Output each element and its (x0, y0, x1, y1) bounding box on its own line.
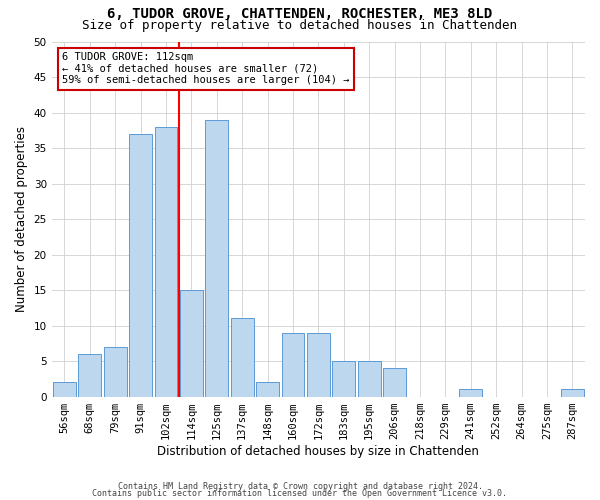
Bar (256, 382, 279, 396)
Bar (459, 390, 482, 396)
Y-axis label: Number of detached properties: Number of detached properties (15, 126, 28, 312)
Bar (104, 347, 127, 397)
Bar (231, 318, 254, 396)
Bar (205, 120, 228, 396)
Bar (129, 134, 152, 396)
Bar (155, 126, 178, 396)
Bar (383, 368, 406, 396)
Bar (180, 290, 203, 397)
Bar (358, 361, 380, 396)
Text: 6, TUDOR GROVE, CHATTENDEN, ROCHESTER, ME3 8LD: 6, TUDOR GROVE, CHATTENDEN, ROCHESTER, M… (107, 8, 493, 22)
Bar (281, 332, 304, 396)
Bar (332, 361, 355, 396)
X-axis label: Distribution of detached houses by size in Chattenden: Distribution of detached houses by size … (157, 444, 479, 458)
Text: Contains HM Land Registry data © Crown copyright and database right 2024.: Contains HM Land Registry data © Crown c… (118, 482, 482, 491)
Bar (307, 332, 330, 396)
Text: Size of property relative to detached houses in Chattenden: Size of property relative to detached ho… (83, 19, 517, 32)
Bar (79, 354, 101, 397)
Text: 6 TUDOR GROVE: 112sqm
← 41% of detached houses are smaller (72)
59% of semi-deta: 6 TUDOR GROVE: 112sqm ← 41% of detached … (62, 52, 350, 86)
Bar (53, 382, 76, 396)
Text: Contains public sector information licensed under the Open Government Licence v3: Contains public sector information licen… (92, 490, 508, 498)
Bar (561, 390, 584, 396)
